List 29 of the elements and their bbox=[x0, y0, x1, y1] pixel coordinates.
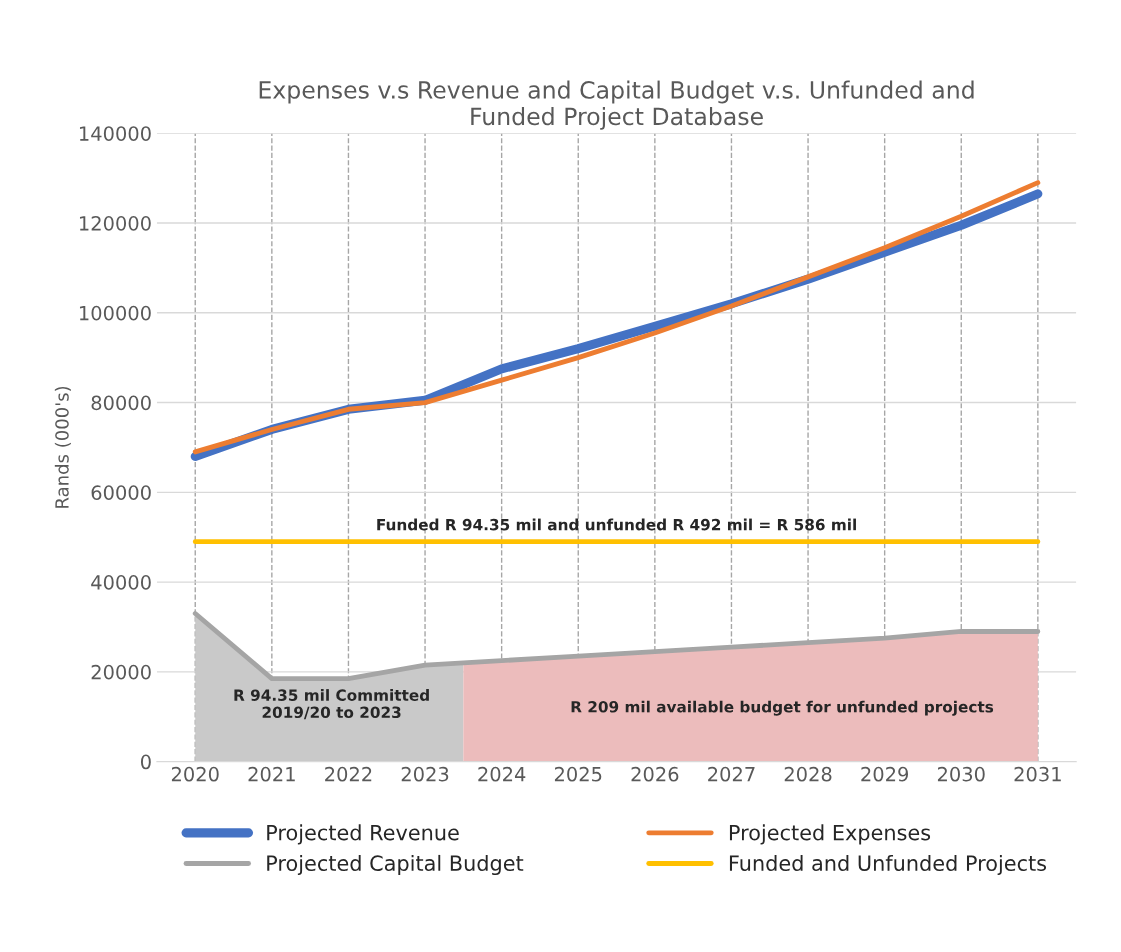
x-tick-label: 2031 bbox=[1014, 766, 1061, 782]
annotation: Funded R 94.35 mil and unfunded R 492 mil = R 586 mil bbox=[377, 518, 856, 531]
x-tick-label: 2030 bbox=[937, 766, 985, 782]
x-tick-label: 2028 bbox=[784, 766, 832, 782]
y-tick-label: 20000 bbox=[91, 664, 151, 680]
y-axis-title: Rands (000's) bbox=[54, 386, 71, 508]
y-tick-label: 60000 bbox=[91, 485, 151, 500]
y-tick-label: 100000 bbox=[79, 305, 151, 321]
x-tick-label: 2021 bbox=[248, 766, 295, 782]
chart-title: Expenses v.s Revenue and Capital Budget v.s. Unfunded and Funded Project Database bbox=[259, 80, 974, 130]
x-tick-label: 2029 bbox=[861, 766, 909, 782]
legend-label: Projected Expenses bbox=[729, 824, 931, 845]
y-tick-label: 120000 bbox=[79, 216, 151, 231]
y-tick-label: 80000 bbox=[91, 395, 151, 411]
x-tick-label: 2020 bbox=[171, 766, 219, 782]
legend-label: Projected Revenue bbox=[267, 824, 459, 845]
y-tick-label: 40000 bbox=[91, 575, 151, 590]
annotation: R 209 mil available budget for unfunded projects bbox=[571, 700, 994, 716]
x-tick-label: 2025 bbox=[554, 766, 602, 782]
y-tick-label: 140000 bbox=[79, 126, 151, 141]
x-tick-label: 2022 bbox=[325, 766, 372, 782]
y-tick-label: 0 bbox=[140, 754, 151, 770]
x-tick-label: 2024 bbox=[478, 766, 526, 782]
legend-label: Funded and Unfunded Projects bbox=[729, 854, 1047, 876]
x-tick-label: 2027 bbox=[708, 766, 755, 782]
legend-label: Projected Capital Budget bbox=[267, 854, 524, 876]
annotation: R 94.35 mil Committed 2019/20 to 2023 bbox=[234, 689, 429, 720]
x-tick-label: 2023 bbox=[401, 766, 449, 782]
x-tick-label: 2026 bbox=[631, 766, 679, 782]
